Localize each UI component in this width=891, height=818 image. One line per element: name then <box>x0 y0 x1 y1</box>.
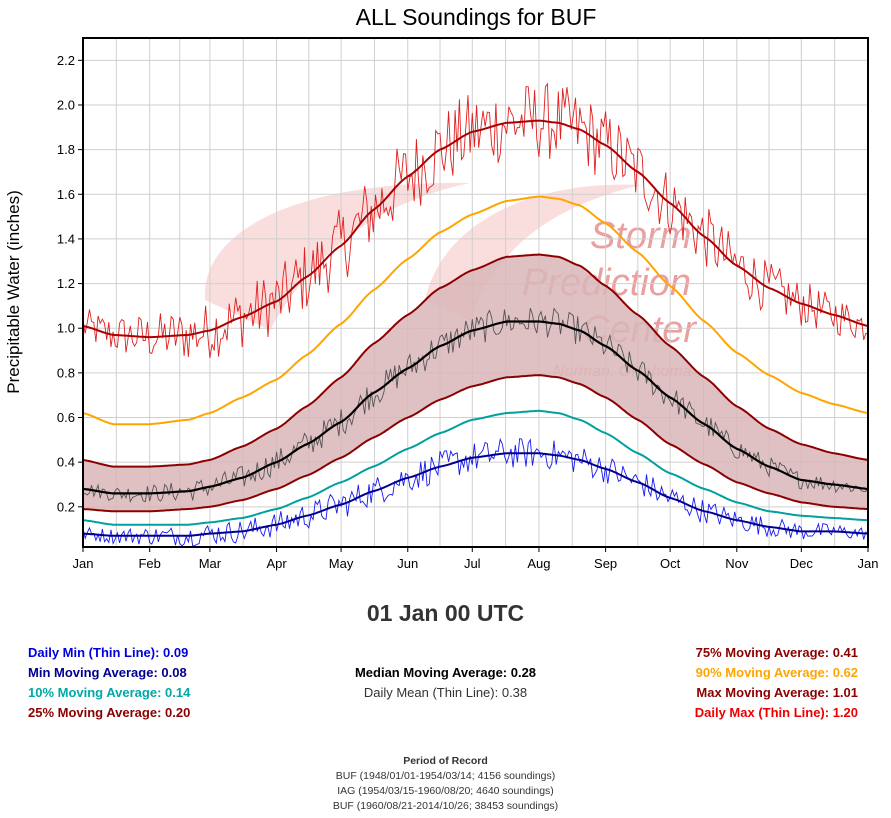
x-tick-label: Apr <box>266 556 287 571</box>
y-tick-label: 1.8 <box>57 142 75 157</box>
period-of-record-heading: Period of Record <box>403 755 488 767</box>
moving-average-lines <box>82 119 869 537</box>
x-tick-label: Sep <box>594 556 617 571</box>
interquartile-band <box>83 254 868 512</box>
stat-daily-min: Daily Min (Thin Line): 0.09 <box>28 645 189 660</box>
series-line <box>82 374 868 513</box>
stat-25pct-moving-average: 25% Moving Average: 0.20 <box>28 705 191 720</box>
stat-daily-max: Daily Max (Thin Line): 1.20 <box>694 705 858 720</box>
x-tick-label: Jan <box>73 556 94 571</box>
date-label: 01 Jan 00 UTC <box>366 600 525 626</box>
y-tick-label: 1.6 <box>57 187 75 202</box>
daily-line <box>82 307 869 504</box>
x-tick-label: Nov <box>725 556 749 571</box>
period-of-record: Period of Record BUF (1948/01/01-1954/03… <box>0 754 891 814</box>
x-tick-label: Aug <box>527 556 550 571</box>
period-line: BUF (1948/01/01-1954/03/14; 4156 soundin… <box>335 770 556 782</box>
y-axis-label: Precipitable Water (inches) <box>4 190 23 393</box>
stat-75pct-moving-average: 75% Moving Average: 0.41 <box>695 645 858 660</box>
y-tick-label: 0.4 <box>57 455 75 470</box>
band-fill <box>83 254 868 512</box>
x-tick-label: Oct <box>660 556 681 571</box>
period-line: IAG (1954/03/15-1960/08/20; 4640 soundin… <box>337 785 554 797</box>
y-tick-label: 0.6 <box>57 410 75 425</box>
x-axis-ticks: Jan Feb Mar Apr May Jun Jul Aug Sep Oct Nov Dec Jan <box>73 547 879 571</box>
x-tick-label: Mar <box>199 556 222 571</box>
series-line <box>82 119 869 339</box>
stat-median-moving-average: Median Moving Average: 0.28 <box>354 665 537 680</box>
y-tick-label: 0.8 <box>57 365 75 380</box>
series-line <box>82 320 869 495</box>
series-line <box>82 195 869 426</box>
x-tick-label: Jul <box>464 556 481 571</box>
stat-min-moving-average: Min Moving Average: 0.08 <box>28 665 187 680</box>
stat-90pct-moving-average: 90% Moving Average: 0.62 <box>695 665 858 680</box>
period-line: BUF (1960/08/21-2014/10/26; 38453 soundi… <box>332 800 559 812</box>
stat-10pct-moving-average: 10% Moving Average: 0.14 <box>28 685 191 700</box>
series-line <box>82 253 869 468</box>
y-tick-label: 2.0 <box>57 97 75 112</box>
y-axis-ticks: 0.2 0.4 0.6 0.8 1.0 1.2 1.4 1.6 1.8 2.0 2.2 <box>57 53 83 514</box>
y-tick-label: 2.2 <box>57 53 75 68</box>
pw-chart: ALL Soundings for BUF StormPredictionCen… <box>4 4 879 571</box>
y-tick-label: 0.2 <box>57 499 75 514</box>
stat-daily-mean: Daily Mean (Thin Line): 0.38 <box>363 685 528 700</box>
x-tick-label: Jan <box>858 556 879 571</box>
plot-frame <box>82 37 869 548</box>
y-tick-label: 1.2 <box>57 276 75 291</box>
y-tick-label: 1.4 <box>57 231 75 246</box>
x-tick-label: Dec <box>790 556 814 571</box>
stat-max-moving-average: Max Moving Average: 1.01 <box>696 685 858 700</box>
x-tick-label: Jun <box>397 556 418 571</box>
x-tick-label: May <box>329 556 354 571</box>
x-tick-label: Feb <box>138 556 160 571</box>
series-line <box>82 452 869 537</box>
watermark-text: Storm <box>590 215 691 257</box>
series-line <box>82 409 869 526</box>
daily-line <box>82 82 869 359</box>
chart-title: ALL Soundings for BUF <box>356 4 597 30</box>
y-tick-label: 1.0 <box>57 321 75 336</box>
